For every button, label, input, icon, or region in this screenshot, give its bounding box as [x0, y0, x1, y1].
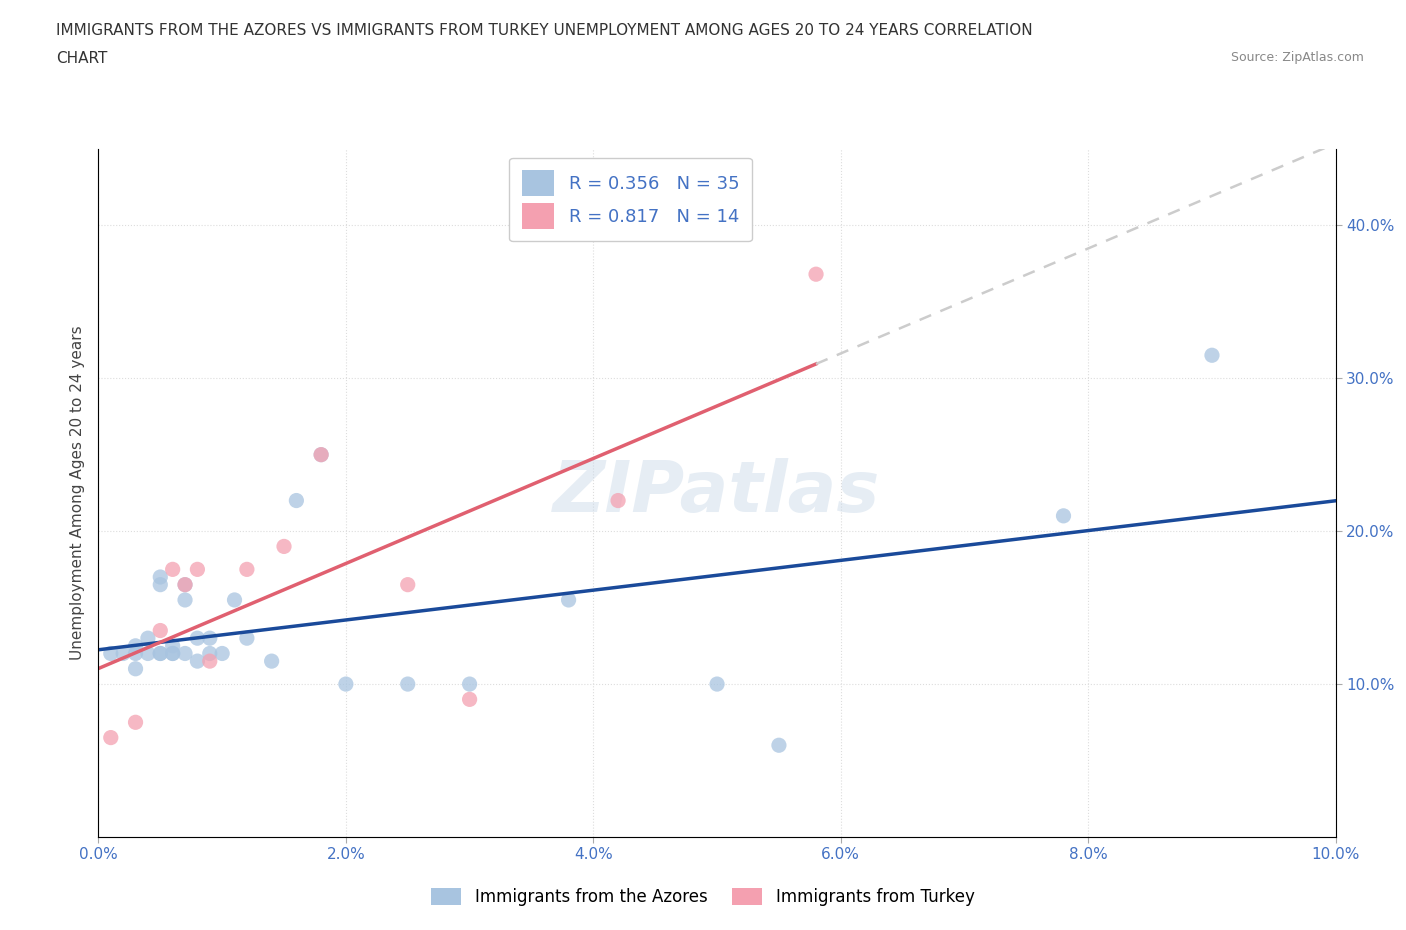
Legend: Immigrants from the Azores, Immigrants from Turkey: Immigrants from the Azores, Immigrants f… [425, 881, 981, 912]
Point [149, 623, 172, 638]
Point [236, 631, 259, 645]
Point [100, 730, 122, 745]
Point [804, 267, 827, 282]
Point [186, 562, 208, 577]
Point [396, 578, 419, 592]
Point [768, 737, 790, 752]
Point [607, 493, 630, 508]
Point [112, 646, 135, 661]
Point [458, 677, 481, 692]
Point [273, 539, 295, 554]
Point [174, 578, 197, 592]
Point [162, 646, 184, 661]
Point [149, 569, 172, 584]
Point [162, 646, 184, 661]
Text: IMMIGRANTS FROM THE AZORES VS IMMIGRANTS FROM TURKEY UNEMPLOYMENT AMONG AGES 20 : IMMIGRANTS FROM THE AZORES VS IMMIGRANTS… [56, 23, 1033, 38]
Point [186, 631, 208, 645]
Point [458, 692, 481, 707]
Point [186, 654, 208, 669]
Text: CHART: CHART [56, 51, 108, 66]
Point [124, 638, 146, 653]
Point [198, 646, 221, 661]
Point [124, 646, 146, 661]
Point [174, 578, 197, 592]
Point [198, 631, 221, 645]
Point [557, 592, 579, 607]
Point [1201, 348, 1223, 363]
Point [124, 715, 146, 730]
Point [706, 677, 728, 692]
Point [124, 661, 146, 676]
Point [136, 646, 159, 661]
Point [162, 562, 184, 577]
Point [236, 562, 259, 577]
Point [174, 592, 197, 607]
Point [162, 638, 184, 653]
Point [309, 447, 332, 462]
Point [211, 646, 233, 661]
Point [149, 578, 172, 592]
Point [224, 592, 246, 607]
Point [174, 646, 197, 661]
Point [1052, 509, 1074, 524]
Text: ZIPatlas: ZIPatlas [554, 458, 880, 527]
Point [100, 646, 122, 661]
Point [285, 493, 308, 508]
Text: Source: ZipAtlas.com: Source: ZipAtlas.com [1230, 51, 1364, 64]
Point [136, 631, 159, 645]
Legend: R = 0.356   N = 35, R = 0.817   N = 14: R = 0.356 N = 35, R = 0.817 N = 14 [509, 158, 752, 242]
Point [309, 447, 332, 462]
Point [335, 677, 357, 692]
Point [198, 654, 221, 669]
Point [149, 646, 172, 661]
Point [149, 646, 172, 661]
Point [396, 677, 419, 692]
Y-axis label: Unemployment Among Ages 20 to 24 years: Unemployment Among Ages 20 to 24 years [69, 326, 84, 660]
Point [260, 654, 283, 669]
